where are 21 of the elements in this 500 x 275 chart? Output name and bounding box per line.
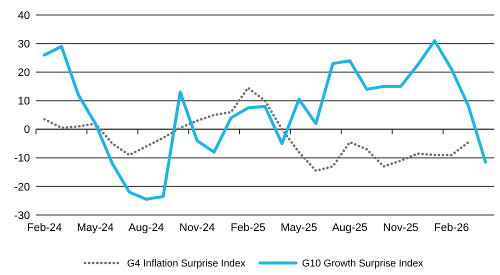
legend-label: G4 Inflation Surprise Index [127, 258, 246, 270]
x-tick-label: Feb-26 [434, 222, 470, 234]
y-tick-label: 40 [18, 10, 30, 22]
x-tick-label: Nov-24 [179, 222, 215, 234]
x-tick-label: May-24 [77, 222, 114, 234]
x-tick-label: Feb-24 [27, 222, 62, 234]
y-tick-label: 30 [18, 38, 30, 50]
line-series [43, 86, 470, 172]
legend-label: G10 Growth Surprise Index [302, 258, 424, 270]
y-tick-label: 20 [18, 66, 30, 79]
y-tick-label: 10 [18, 96, 30, 108]
line-series [42, 39, 488, 201]
x-tick-label: Nov-25 [382, 222, 418, 234]
x-tick-label: May-25 [280, 222, 318, 234]
x-tick-label: Aug-25 [332, 222, 368, 234]
y-tick-label: 0 [24, 124, 30, 136]
y-tick-label: -20 [14, 181, 30, 194]
y-tick-label: -10 [14, 152, 30, 165]
x-tick-label: Feb-25 [230, 222, 266, 234]
y-tick-label: -30 [14, 210, 30, 222]
x-tick-label: Aug-24 [128, 222, 164, 234]
